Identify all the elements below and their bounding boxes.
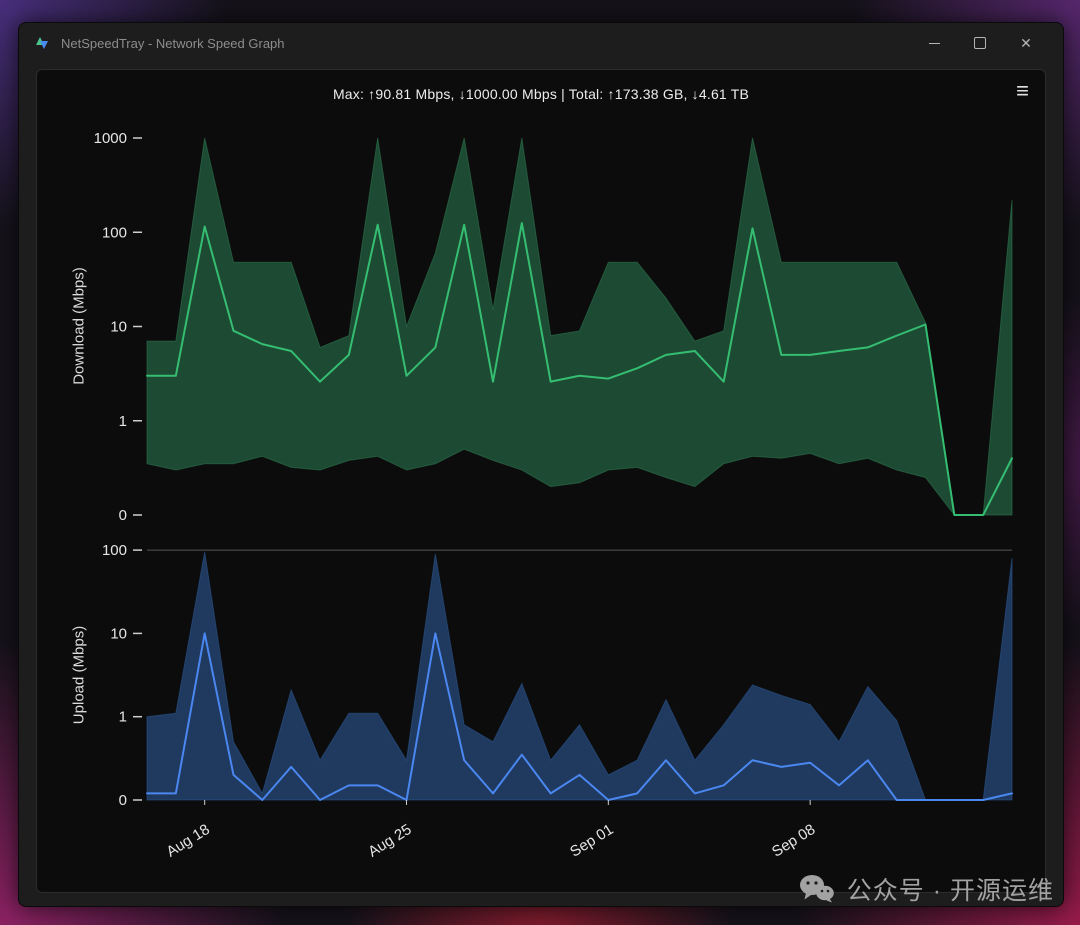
minimize-button[interactable] [911,23,957,63]
xtick-label: Sep 01 [567,821,616,861]
title-bar: NetSpeedTray - Network Speed Graph ✕ [19,23,1063,63]
download-speed-line [146,222,1013,516]
minimize-icon [928,42,940,44]
download-ytick-label: 1 [119,413,127,430]
upload-range-band [146,551,1013,801]
window-controls: ✕ [911,23,1063,63]
download-range-band [146,137,1013,516]
app-window: NetSpeedTray - Network Speed Graph ✕ Max… [18,22,1064,907]
maximize-icon [974,37,986,49]
menu-icon[interactable]: ≡ [1016,78,1029,103]
download-ytick-label: 0 [119,507,127,524]
stats-summary: Max: ↑90.81 Mbps, ↓1000.00 Mbps | Total:… [332,86,750,102]
close-button[interactable]: ✕ [1003,23,1049,63]
upload-ytick-label: 0 [119,792,127,809]
xtick-label: Sep 08 [769,821,818,861]
download-ytick-label: 100 [102,224,127,241]
maximize-button[interactable] [957,23,1003,63]
watermark: 公众号 · 开源运维 [799,871,1054,907]
app-icon [36,37,48,49]
upload-ytick-label: 100 [102,542,127,559]
download-ytick-label: 1000 [94,130,127,147]
watermark-text: 公众号 · 开源运维 [846,877,1054,905]
xtick-label: Aug 18 [163,821,212,861]
window-title: NetSpeedTray - Network Speed Graph [61,35,285,51]
upload-ytick-label: 10 [110,625,127,642]
xtick-label: Aug 25 [365,821,414,861]
close-icon: ✕ [1020,35,1032,51]
download-ytick-label: 10 [110,319,127,336]
wechat-icon [799,875,834,903]
upload-ytick-label: 1 [119,709,127,726]
graph-panel: Max: ↑90.81 Mbps, ↓1000.00 Mbps | Total:… [36,69,1046,893]
upload-speed-line [146,632,1013,801]
